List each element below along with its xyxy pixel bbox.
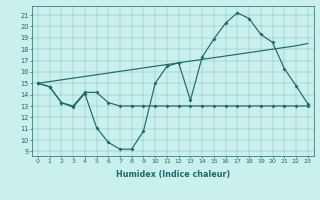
X-axis label: Humidex (Indice chaleur): Humidex (Indice chaleur) xyxy=(116,170,230,179)
